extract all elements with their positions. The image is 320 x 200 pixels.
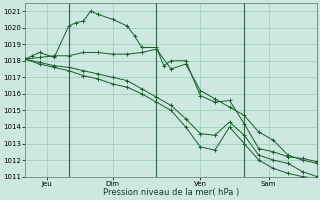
- X-axis label: Pression niveau de la mer( hPa ): Pression niveau de la mer( hPa ): [103, 188, 239, 197]
